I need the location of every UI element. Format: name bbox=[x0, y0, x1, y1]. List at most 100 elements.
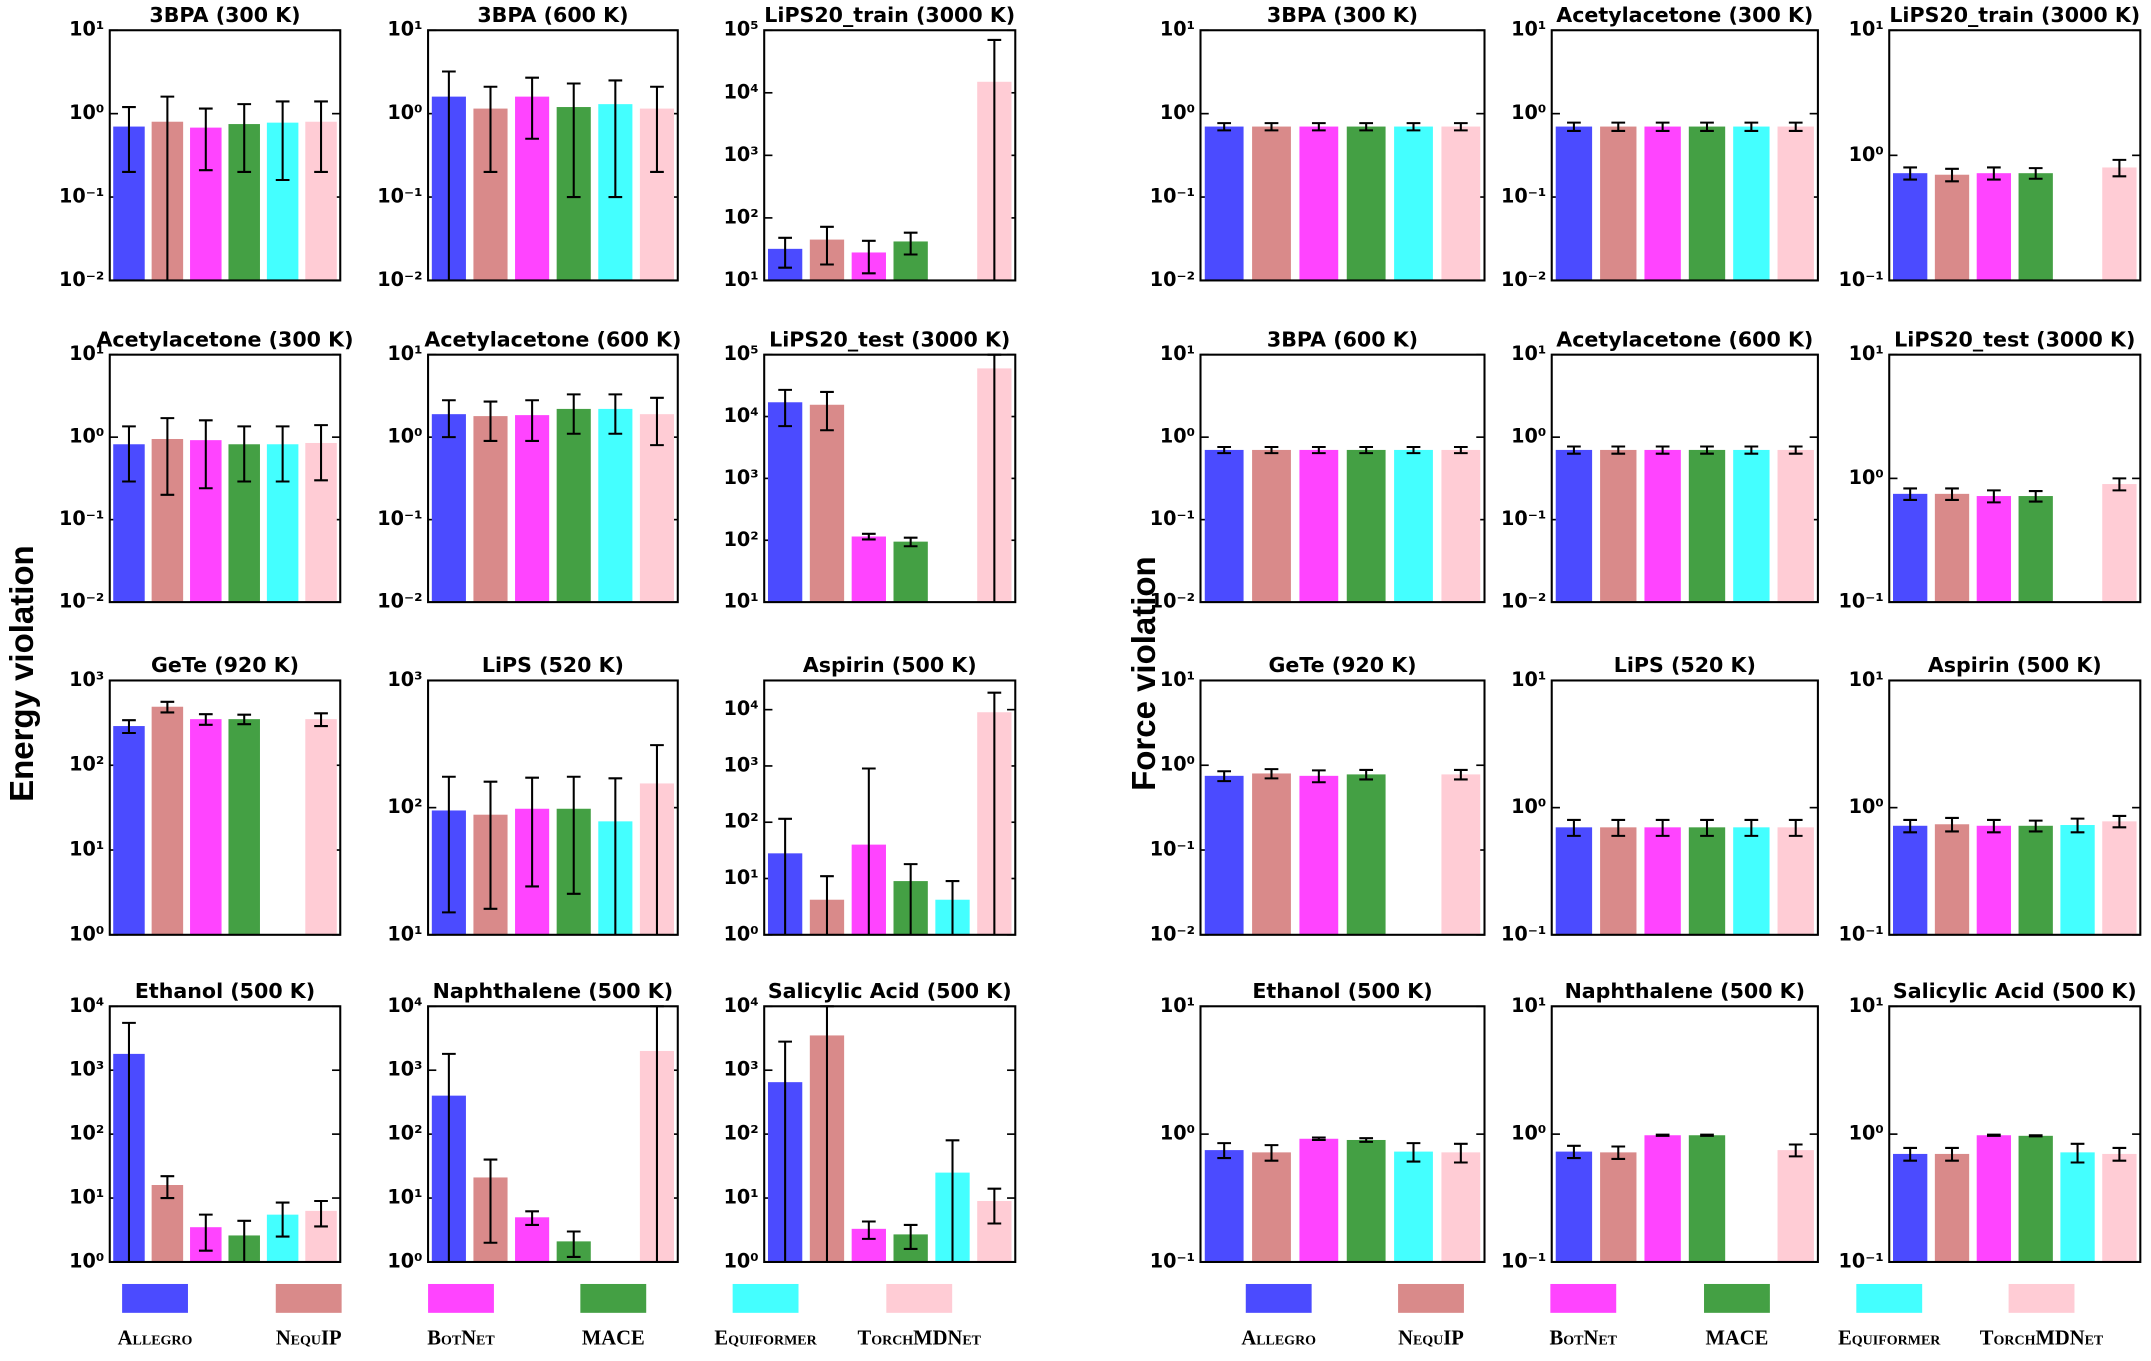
y-tick-label: 10⁻¹ bbox=[1501, 185, 1546, 208]
error-bar bbox=[525, 776, 539, 888]
error-bar bbox=[237, 103, 252, 173]
bar bbox=[151, 706, 184, 935]
chart-title: 3BPA (600 K) bbox=[1267, 327, 1418, 351]
error-bar bbox=[1264, 768, 1279, 780]
error-bar bbox=[1700, 818, 1714, 837]
y-tick-label: 10⁻¹ bbox=[1838, 922, 1883, 945]
bar bbox=[1777, 449, 1814, 603]
bar bbox=[1644, 1135, 1681, 1262]
bar bbox=[1204, 1150, 1244, 1262]
bar bbox=[1644, 449, 1681, 603]
y-tick-label: 10¹ bbox=[1849, 18, 1884, 41]
axes-frame bbox=[108, 1005, 342, 1264]
axes-frame bbox=[763, 353, 1017, 604]
error-bar bbox=[483, 780, 498, 910]
legend-swatch bbox=[1856, 1283, 1923, 1313]
y-tick-label: 10⁻¹ bbox=[1838, 268, 1883, 291]
y-tick-label: 10⁰ bbox=[1160, 753, 1195, 776]
y-tick-label: 10² bbox=[724, 528, 759, 551]
y-tick-label: 10⁰ bbox=[387, 425, 422, 448]
error-bar bbox=[1359, 122, 1374, 132]
error-bar bbox=[160, 417, 175, 496]
bar bbox=[1644, 827, 1681, 935]
bar bbox=[2102, 484, 2137, 603]
bar bbox=[1204, 775, 1244, 935]
figure-body: Energy violation Force violation 3BPA (3… bbox=[3, 3, 2142, 1349]
chart-title: Naphthalene (500 K) bbox=[1565, 979, 1805, 1003]
bar bbox=[515, 415, 550, 603]
error-bar bbox=[903, 863, 918, 935]
y-tick-label: 10⁻¹ bbox=[1150, 1249, 1195, 1272]
legend-label: Allegro bbox=[118, 1327, 193, 1349]
y-tick-label: 10¹ bbox=[69, 342, 104, 365]
error-bar bbox=[1359, 1137, 1374, 1143]
axes-frame bbox=[1888, 353, 2142, 604]
y-tick-label: 10² bbox=[69, 753, 104, 776]
y-tick-label: 10⁻¹ bbox=[59, 185, 104, 208]
error-bar bbox=[1744, 121, 1759, 132]
y-tick-label: 10¹ bbox=[1849, 342, 1884, 365]
bar bbox=[1600, 449, 1637, 603]
error-bar bbox=[1788, 1143, 1803, 1158]
error-bar bbox=[1700, 445, 1714, 455]
error-bar bbox=[1986, 489, 2001, 504]
y-tick-label: 10¹ bbox=[69, 1186, 104, 1209]
error-bar bbox=[237, 1219, 252, 1262]
error-bar bbox=[1611, 818, 1626, 837]
y-tick-label: 10² bbox=[69, 1122, 104, 1145]
y-tick-label: 10⁵ bbox=[724, 18, 759, 41]
bar bbox=[1346, 449, 1386, 603]
error-bar bbox=[275, 100, 290, 182]
bar bbox=[1976, 496, 2012, 603]
y-tick-label: 10⁰ bbox=[69, 922, 104, 945]
error-bar bbox=[566, 82, 581, 199]
axes-frame bbox=[108, 679, 342, 936]
y-tick-label: 10⁰ bbox=[1849, 795, 1884, 818]
y-tick-label: 10⁴ bbox=[724, 404, 759, 427]
y-tick-label: 10¹ bbox=[1160, 994, 1195, 1017]
error-bar bbox=[198, 1213, 213, 1252]
legend-label: NequIP bbox=[1398, 1327, 1464, 1349]
y-tick-label: 10¹ bbox=[1849, 668, 1884, 691]
error-bar bbox=[1744, 818, 1759, 837]
bar bbox=[1688, 1135, 1726, 1262]
bar bbox=[1299, 449, 1339, 603]
y-tick-label: 10⁻¹ bbox=[1150, 185, 1195, 208]
bar bbox=[1204, 126, 1244, 281]
bar bbox=[1600, 126, 1637, 281]
y-tick-label: 10¹ bbox=[1160, 668, 1195, 691]
error-bar bbox=[160, 1175, 175, 1200]
y-tick-label: 10⁵ bbox=[724, 342, 759, 365]
y-tick-label: 10⁻¹ bbox=[377, 185, 422, 208]
bar bbox=[2102, 821, 2137, 935]
bar bbox=[1976, 825, 2012, 935]
error-bar bbox=[1567, 121, 1581, 132]
chart-title: 3BPA (600 K) bbox=[477, 3, 628, 27]
bar bbox=[1555, 827, 1593, 935]
legend-label: BotNet bbox=[427, 1327, 495, 1349]
bar bbox=[431, 414, 466, 603]
error-bar bbox=[903, 536, 918, 548]
bar bbox=[1252, 1152, 1291, 1262]
error-bar bbox=[1453, 768, 1468, 781]
chart-title: Salicylic Acid (500 K) bbox=[768, 979, 1012, 1003]
error-bar bbox=[566, 775, 581, 895]
axes-frame bbox=[1199, 679, 1486, 936]
bar bbox=[1688, 449, 1726, 603]
legend-swatch bbox=[1550, 1283, 1617, 1313]
y-tick-label: 10³ bbox=[387, 668, 422, 691]
bar bbox=[1688, 827, 1726, 935]
y-tick-label: 10¹ bbox=[387, 342, 422, 365]
error-bar bbox=[1311, 769, 1326, 784]
error-bar bbox=[314, 424, 328, 482]
error-bar bbox=[122, 106, 136, 173]
error-bar bbox=[861, 767, 876, 935]
error-bar bbox=[160, 700, 175, 714]
y-tick-label: 10⁰ bbox=[1160, 101, 1195, 124]
y-tick-label: 10³ bbox=[724, 753, 759, 776]
y-tick-label: 10¹ bbox=[724, 866, 759, 889]
error-bar bbox=[1945, 816, 1959, 833]
bar bbox=[1733, 827, 1770, 935]
bar bbox=[1299, 126, 1339, 281]
error-bar bbox=[237, 713, 252, 726]
